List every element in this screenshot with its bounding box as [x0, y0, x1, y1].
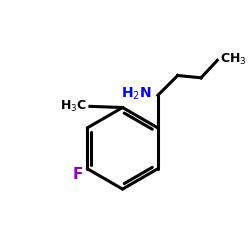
Text: CH$_3$: CH$_3$	[220, 52, 247, 67]
Text: H$_2$N: H$_2$N	[121, 86, 152, 102]
Text: H$_3$C: H$_3$C	[60, 99, 87, 114]
Text: F: F	[73, 167, 83, 182]
